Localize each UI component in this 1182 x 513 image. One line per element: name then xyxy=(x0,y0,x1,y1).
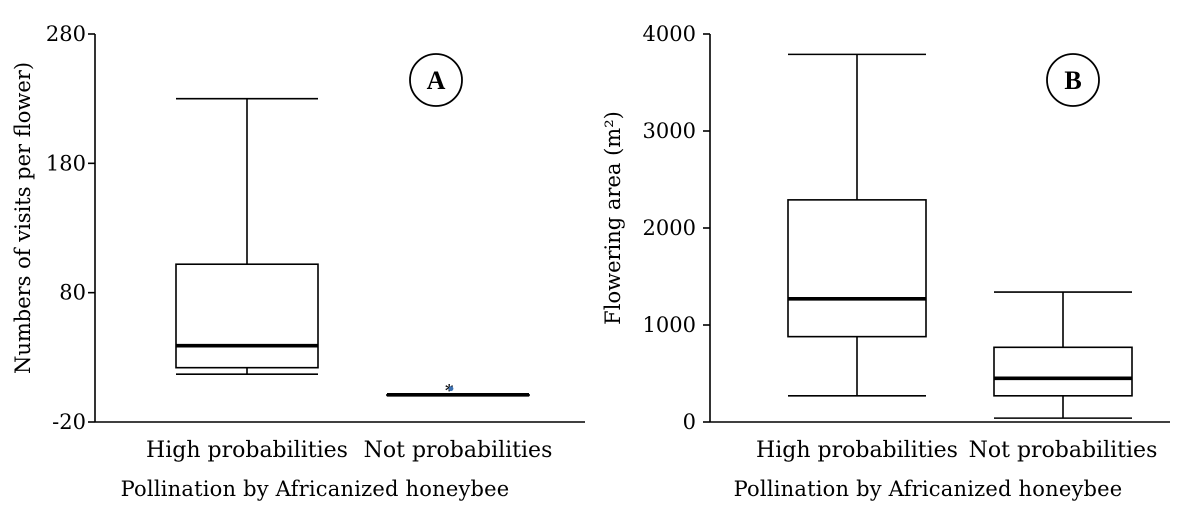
x-axis-title: Pollination by Africanized honeybee xyxy=(121,477,510,501)
panel-b: 0 1000 2000 3000 4000 High probabilities Not p… xyxy=(601,22,1170,501)
y-tick-label: 4000 xyxy=(643,22,696,46)
box-high-probabilities xyxy=(175,97,319,375)
y-axis-title: Numbers of visits per flower) xyxy=(11,62,35,374)
y-tick-label: 280 xyxy=(46,22,86,46)
y-tick-label: 180 xyxy=(46,151,86,175)
x-category-label: High probabilities xyxy=(146,438,348,463)
iqr-box xyxy=(787,199,927,338)
y-tick-label: 2000 xyxy=(643,216,696,240)
box-high-probabilities xyxy=(787,53,927,397)
panel-badge: A xyxy=(409,53,463,107)
outlier-point: * xyxy=(445,381,454,400)
y-tick-label: 0 xyxy=(683,410,696,434)
box-not-probabilities: * xyxy=(386,381,530,400)
y-tick-label: -20 xyxy=(52,410,86,434)
x-axis-title: Pollination by Africanized honeybee xyxy=(734,477,1123,501)
x-category-label: High probabilities xyxy=(756,438,958,463)
iqr-box xyxy=(993,346,1133,397)
x-category-label: Not probabilities xyxy=(969,438,1158,463)
panel-badge: B xyxy=(1046,53,1100,107)
panel-a: -20 80 180 280 High probabilities * Not probab… xyxy=(11,22,585,501)
x-category-label: Not probabilities xyxy=(364,438,553,463)
y-tick-label: 1000 xyxy=(643,313,696,337)
y-tick-label: 80 xyxy=(59,281,86,305)
y-tick-label: 3000 xyxy=(643,119,696,143)
badge-letter: A xyxy=(427,66,446,95)
outlier-dot xyxy=(448,386,454,392)
badge-circle xyxy=(409,53,463,107)
badge-circle xyxy=(1046,53,1100,107)
badge-letter: B xyxy=(1064,66,1081,95)
box-not-probabilities xyxy=(993,291,1133,419)
iqr-box xyxy=(175,263,319,369)
y-axis-title: Flowering area (m²) xyxy=(601,111,625,325)
